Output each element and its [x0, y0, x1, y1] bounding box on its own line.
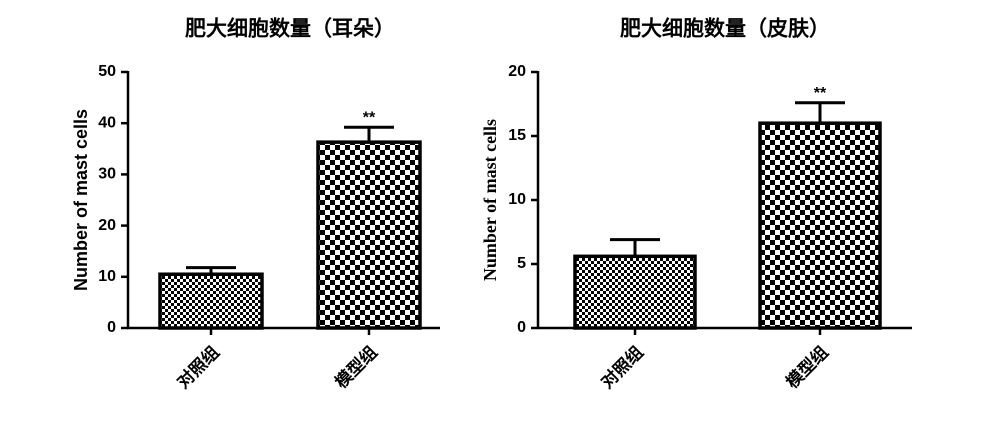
significance-label: **	[814, 85, 827, 102]
y-axis-label: Number of mast cells	[71, 109, 91, 291]
y-tick-label: 50	[98, 63, 116, 80]
y-tick-label: 20	[508, 63, 526, 80]
bar	[758, 121, 882, 330]
y-tick-label: 5	[517, 255, 526, 272]
x-tick-label: 模型组	[331, 342, 381, 392]
y-tick-label: 20	[98, 217, 116, 234]
x-tick-label: 对照组	[597, 342, 647, 392]
y-tick-label: 40	[98, 114, 116, 131]
y-tick-label: 30	[98, 166, 116, 183]
y-tick-label: 0	[107, 319, 116, 336]
y-axis-label: Number of mast cells	[480, 119, 500, 281]
y-tick-label: 10	[98, 268, 116, 285]
bar	[573, 254, 697, 330]
chart-title: 肥大细胞数量（耳朵）	[185, 17, 395, 41]
bar	[316, 140, 422, 330]
significance-label: **	[363, 110, 376, 127]
bar	[158, 272, 264, 330]
chart-title: 肥大细胞数量（皮肤）	[620, 17, 830, 41]
y-tick-label: 10	[508, 191, 526, 208]
x-tick-label: 模型组	[782, 342, 832, 392]
y-tick-label: 15	[508, 127, 526, 144]
x-tick-label: 对照组	[173, 342, 223, 392]
y-tick-label: 0	[517, 319, 526, 336]
